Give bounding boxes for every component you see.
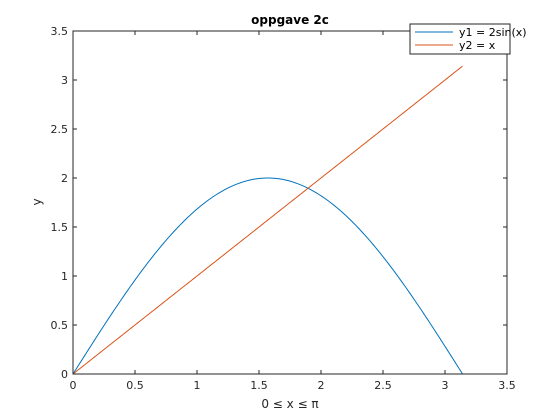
tick-layer: 0 0.5 1 1.5 2 2.5 3 3.5 0 0.5 1 1.5 2 2.5 3 3.5 (51, 25, 516, 392)
x-tick-label: 1 (194, 379, 201, 392)
x-axis-label: 0 ≤ x ≤ π (261, 397, 318, 411)
legend: y1 = 2sin(x) y2 = x (409, 23, 527, 55)
x-tick-label: 0.5 (126, 379, 144, 392)
y-tick-label: 1.5 (51, 221, 69, 234)
series-layer (72, 65, 463, 375)
x-tick-label: 1.5 (250, 379, 268, 392)
x-tick-label: 3 (442, 379, 449, 392)
series-line-y1 (72, 177, 463, 375)
legend-label-y1: y1 = 2sin(x) (459, 26, 527, 39)
x-tick-label: 0 (70, 379, 77, 392)
y-axis-label: y (30, 198, 44, 205)
y-tick-label: 0 (61, 368, 68, 381)
y-tick-label: 2.5 (51, 123, 69, 136)
chart-title: oppgave 2c (251, 13, 329, 27)
y-tick-label: 0.5 (51, 319, 69, 332)
y-tick-label: 3.5 (51, 25, 69, 38)
y-tick-label: 3 (61, 74, 68, 87)
legend-box (409, 23, 511, 55)
plot-frame (72, 30, 508, 375)
series-line-y2 (72, 65, 463, 375)
x-tick-label: 3.5 (498, 379, 516, 392)
y-tick-label: 1 (61, 270, 68, 283)
legend-label-y2: y2 = x (459, 39, 496, 52)
x-tick-label: 2 (318, 379, 325, 392)
y-tick-label: 2 (61, 172, 68, 185)
x-tick-label: 2.5 (374, 379, 392, 392)
